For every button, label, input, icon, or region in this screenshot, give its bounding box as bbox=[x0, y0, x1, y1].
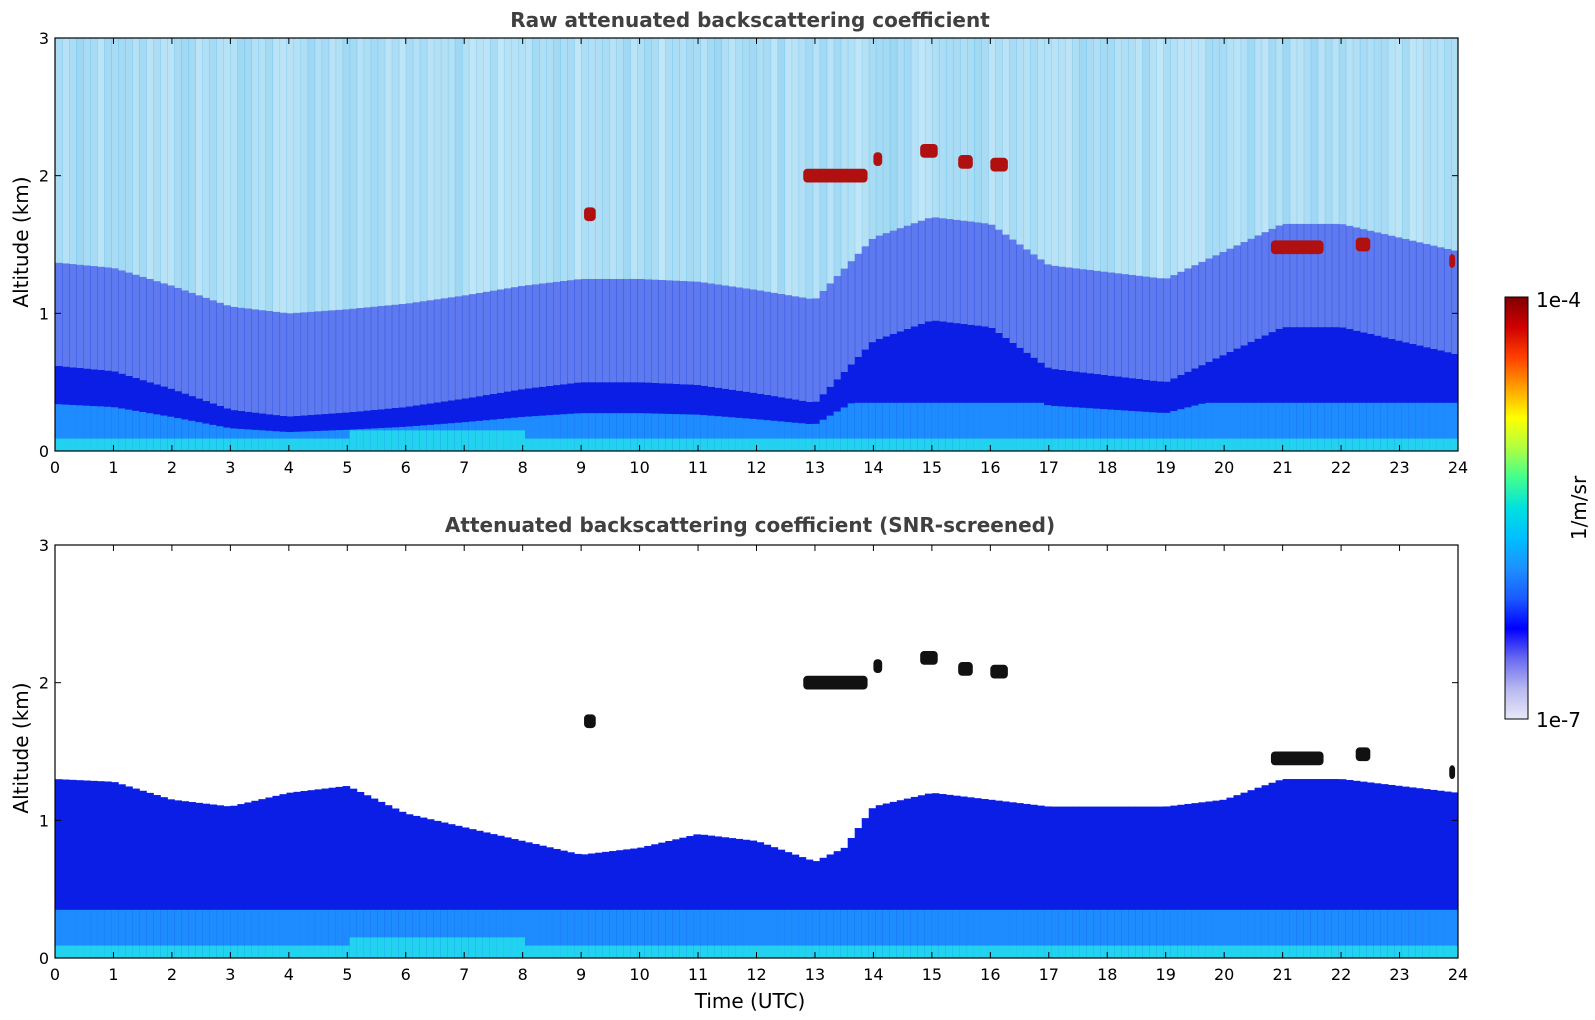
x-tick-label: 5 bbox=[342, 965, 352, 984]
y-tick-label: 3 bbox=[39, 536, 49, 555]
colorbar-max-label: 1e-4 bbox=[1536, 288, 1581, 312]
x-tick-label: 20 bbox=[1214, 458, 1234, 477]
colorbar-unit-label: 1/m/sr bbox=[1567, 475, 1591, 540]
x-tick-label: 14 bbox=[863, 965, 883, 984]
x-tick-label: 16 bbox=[980, 965, 1000, 984]
x-tick-label: 6 bbox=[401, 458, 411, 477]
cloud-patch bbox=[584, 207, 596, 222]
x-tick-label: 12 bbox=[746, 458, 766, 477]
y-tick-label: 1 bbox=[39, 304, 49, 323]
x-tick-label: 8 bbox=[518, 458, 528, 477]
cloud-patch bbox=[873, 152, 883, 167]
x-tick-label: 21 bbox=[1272, 965, 1292, 984]
y-tick-label: 1 bbox=[39, 811, 49, 830]
x-axis-label: Time (UTC) bbox=[694, 989, 806, 1013]
y-tick-label: 0 bbox=[39, 442, 49, 461]
x-axis-ticks: 0 1 2 3 4 5 6 7 8 9 10 11 12 13 14 15 16 17 18 19 20 21 22 23 24 bbox=[50, 545, 1468, 984]
cloud-patch bbox=[1270, 751, 1324, 766]
x-tick-label: 4 bbox=[284, 458, 294, 477]
x-tick-label: 3 bbox=[225, 458, 235, 477]
x-tick-label: 0 bbox=[50, 458, 60, 477]
x-tick-label: 7 bbox=[459, 458, 469, 477]
x-tick-label: 5 bbox=[342, 458, 352, 477]
x-tick-label: 11 bbox=[688, 458, 708, 477]
panel-title: Attenuated backscattering coefficient (S… bbox=[445, 513, 1055, 537]
cloud-patch bbox=[1355, 237, 1371, 252]
y-axis-ticks: 0 1 2 3 bbox=[39, 29, 1458, 461]
x-tick-label: 19 bbox=[1156, 965, 1176, 984]
x-tick-label: 24 bbox=[1448, 965, 1468, 984]
x-tick-label: 12 bbox=[746, 965, 766, 984]
cloud-patch bbox=[873, 659, 883, 674]
x-tick-label: 9 bbox=[576, 458, 586, 477]
x-tick-label: 8 bbox=[518, 965, 528, 984]
cloud-patch bbox=[1449, 765, 1456, 780]
x-tick-label: 15 bbox=[922, 965, 942, 984]
colorbar-min-label: 1e-7 bbox=[1536, 708, 1581, 732]
x-tick-label: 20 bbox=[1214, 965, 1234, 984]
x-tick-label: 13 bbox=[805, 458, 825, 477]
x-tick-label: 17 bbox=[1039, 458, 1059, 477]
x-tick-label: 0 bbox=[50, 965, 60, 984]
cloud-patch bbox=[803, 168, 868, 183]
cloud-patch bbox=[1449, 254, 1456, 268]
y-axis-label: Altitude (km) bbox=[9, 682, 33, 813]
x-tick-label: 21 bbox=[1272, 458, 1292, 477]
y-tick-label: 0 bbox=[39, 949, 49, 968]
y-tick-label: 3 bbox=[39, 29, 49, 48]
colorbar: 1e-4 1e-7 1/m/sr bbox=[1504, 288, 1591, 732]
x-tick-label: 18 bbox=[1097, 965, 1117, 984]
heatmap-area bbox=[54, 37, 1459, 452]
x-tick-label: 1 bbox=[108, 965, 118, 984]
x-tick-label: 22 bbox=[1331, 965, 1351, 984]
x-tick-label: 14 bbox=[863, 458, 883, 477]
raw-backscatter-panel: Raw attenuated backscattering coefficien… bbox=[9, 8, 1468, 477]
x-tick-label: 1 bbox=[108, 458, 118, 477]
x-tick-label: 2 bbox=[167, 458, 177, 477]
cloud-patch bbox=[990, 157, 1008, 172]
x-tick-label: 16 bbox=[980, 458, 1000, 477]
y-tick-label: 2 bbox=[39, 674, 49, 693]
cloud-patch bbox=[803, 675, 868, 690]
x-tick-label: 2 bbox=[167, 965, 177, 984]
panel-title: Raw attenuated backscattering coefficien… bbox=[510, 8, 990, 32]
x-tick-label: 18 bbox=[1097, 458, 1117, 477]
x-tick-label: 9 bbox=[576, 965, 586, 984]
x-tick-label: 10 bbox=[629, 965, 649, 984]
cloud-patch bbox=[990, 664, 1008, 679]
x-axis-ticks: 0 1 2 3 4 5 6 7 8 9 10 11 12 13 14 15 16 17 18 19 20 21 22 23 24 bbox=[50, 38, 1468, 477]
cloud-patch bbox=[958, 662, 973, 676]
cloud-patch bbox=[1270, 240, 1324, 255]
y-axis-label: Altitude (km) bbox=[9, 176, 33, 307]
x-tick-label: 10 bbox=[629, 458, 649, 477]
x-tick-label: 24 bbox=[1448, 458, 1468, 477]
x-tick-label: 22 bbox=[1331, 458, 1351, 477]
x-tick-label: 23 bbox=[1389, 458, 1409, 477]
x-tick-label: 3 bbox=[225, 965, 235, 984]
cloud-patch bbox=[1355, 747, 1371, 762]
x-tick-label: 23 bbox=[1389, 965, 1409, 984]
x-tick-label: 7 bbox=[459, 965, 469, 984]
heatmap-area bbox=[54, 544, 1459, 959]
x-tick-label: 19 bbox=[1156, 458, 1176, 477]
x-tick-label: 6 bbox=[401, 965, 411, 984]
cloud-patch bbox=[958, 155, 973, 169]
cloud-patch bbox=[920, 144, 938, 158]
x-tick-label: 13 bbox=[805, 965, 825, 984]
x-tick-label: 11 bbox=[688, 965, 708, 984]
cloud-patch bbox=[584, 714, 596, 729]
cloud-patch bbox=[920, 651, 938, 665]
x-tick-label: 15 bbox=[922, 458, 942, 477]
x-tick-label: 17 bbox=[1039, 965, 1059, 984]
x-tick-label: 4 bbox=[284, 965, 294, 984]
colorbar-gradient bbox=[1504, 296, 1529, 720]
y-tick-label: 2 bbox=[39, 167, 49, 186]
snr-screened-panel: Attenuated backscattering coefficient (S… bbox=[9, 513, 1468, 1013]
y-axis-ticks: 0 1 2 3 bbox=[39, 536, 1458, 968]
